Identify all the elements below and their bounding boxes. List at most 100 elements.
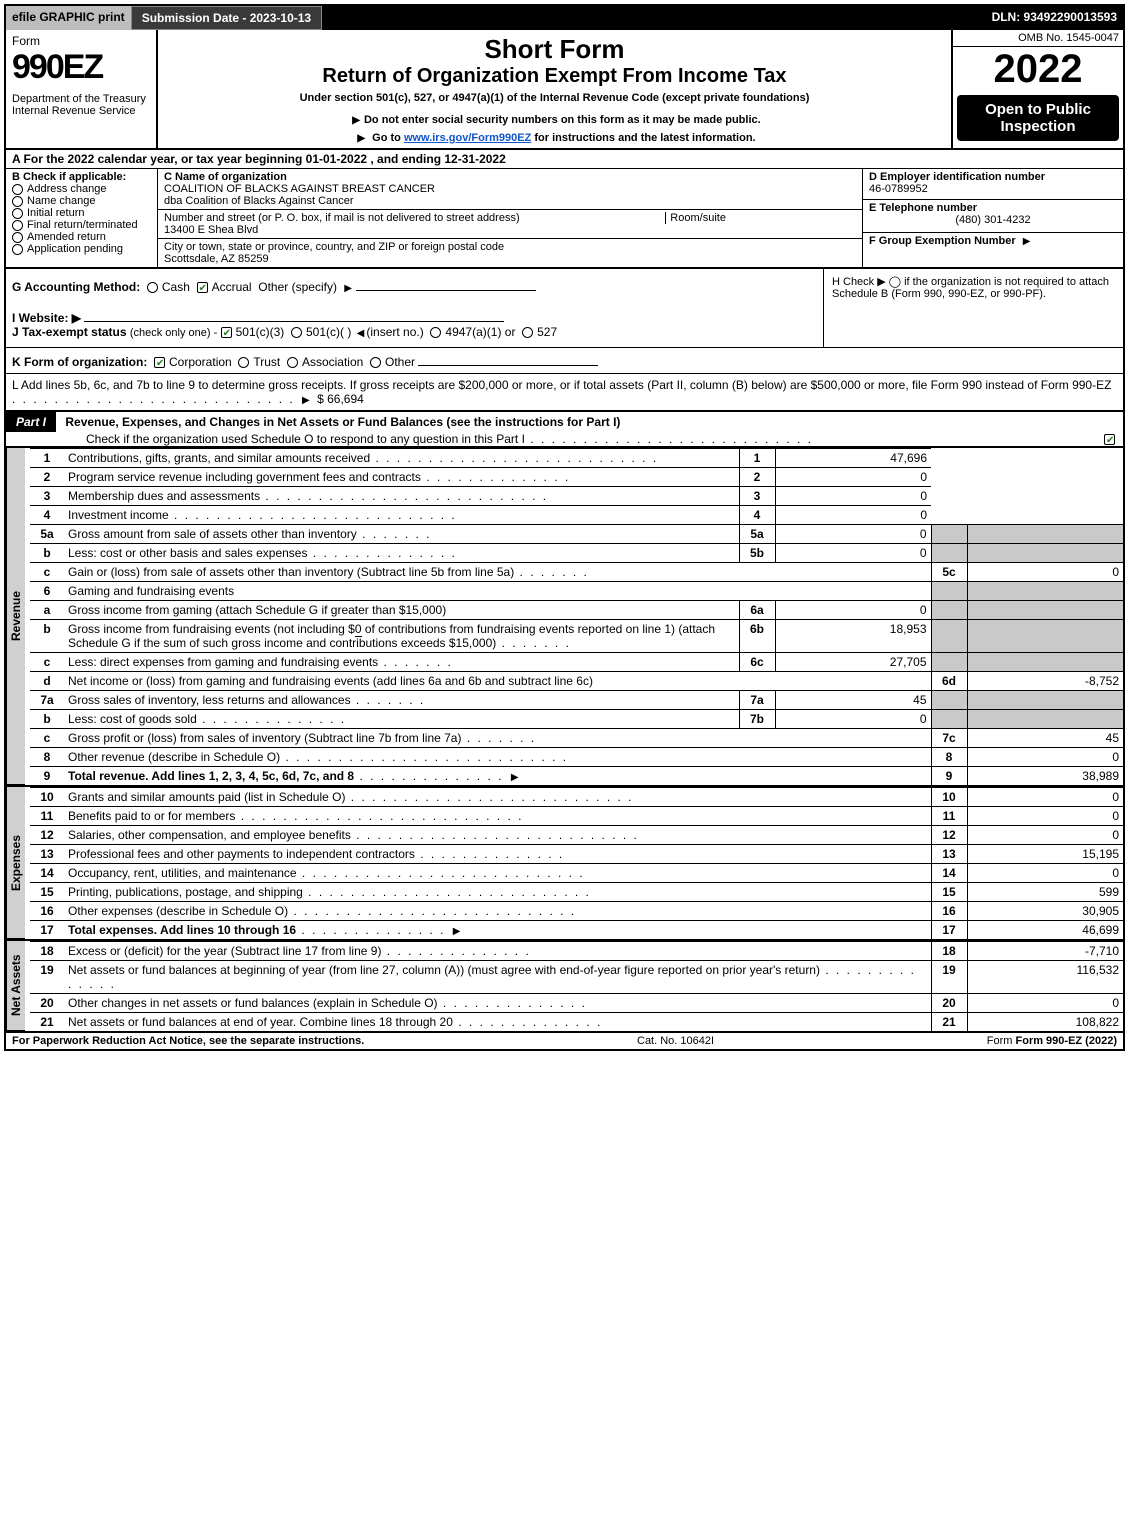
org-street: 13400 E Shea Blvd — [164, 224, 258, 236]
other-input[interactable] — [356, 277, 536, 291]
opt-4947: 4947(a)(1) or — [445, 325, 515, 339]
line-text: Net assets or fund balances at end of ye… — [68, 1015, 453, 1029]
opt-accrual: Accrual — [212, 280, 252, 294]
part-1-check-text: Check if the organization used Schedule … — [6, 432, 525, 446]
line-value: 45 — [967, 729, 1123, 748]
line-value: 0 — [775, 525, 931, 544]
checkbox-501c3[interactable] — [221, 327, 232, 338]
part-1-desc: Revenue, Expenses, and Changes in Net As… — [65, 415, 620, 429]
line-value: 30,905 — [967, 902, 1123, 921]
checkbox-4947[interactable] — [430, 327, 441, 338]
opt-527: 527 — [537, 325, 557, 339]
checkbox-527[interactable] — [522, 327, 533, 338]
tax-year: 2022 — [953, 47, 1123, 91]
j-insert: (insert no.) — [366, 325, 423, 339]
line-value: -8,752 — [967, 672, 1123, 691]
other-org-input[interactable] — [418, 352, 598, 366]
dots-icon — [370, 451, 658, 465]
table-row: dNet income or (loss) from gaming and fu… — [30, 672, 1123, 691]
checkbox-accrual[interactable] — [197, 282, 208, 293]
line-text: Other changes in net assets or fund bala… — [68, 996, 438, 1010]
arrow-icon — [449, 923, 465, 937]
line-value: 0 — [967, 748, 1123, 767]
checkbox-address-change[interactable] — [12, 184, 23, 195]
netassets-tab: Net Assets — [6, 941, 25, 1031]
dots-icon — [297, 866, 585, 880]
checkbox-trust[interactable] — [238, 357, 249, 368]
street-lbl: Number and street (or P. O. box, if mail… — [164, 212, 520, 224]
dots-icon — [453, 1015, 602, 1029]
line-text: Gross income from fundraising events (no… — [68, 622, 355, 636]
checkbox-amended[interactable] — [12, 232, 23, 243]
checkbox-app-pending[interactable] — [12, 244, 23, 255]
dots-icon — [378, 655, 453, 669]
dots-icon — [461, 731, 536, 745]
line-value: 0 — [775, 506, 931, 525]
checkbox-other-org[interactable] — [370, 357, 381, 368]
checkbox-assoc[interactable] — [287, 357, 298, 368]
table-row: 2Program service revenue including gover… — [30, 468, 1123, 487]
line-text: Total revenue. Add lines 1, 2, 3, 4, 5c,… — [68, 769, 354, 783]
checkbox-corp[interactable] — [154, 357, 165, 368]
tel-lbl: E Telephone number — [869, 202, 977, 214]
footer: For Paperwork Reduction Act Notice, see … — [6, 1031, 1123, 1049]
goto-suffix: for instructions and the latest informat… — [531, 132, 755, 144]
irs-link[interactable]: www.irs.gov/Form990EZ — [404, 132, 531, 144]
website-input[interactable] — [84, 308, 504, 322]
open-public-badge: Open to Public Inspection — [957, 95, 1119, 141]
checkbox-cash[interactable] — [147, 282, 158, 293]
dots-icon — [303, 885, 591, 899]
line-text: Less: cost of goods sold — [68, 712, 197, 726]
l-text: L Add lines 5b, 6c, and 7b to line 9 to … — [12, 378, 1111, 392]
table-row: 15Printing, publications, postage, and s… — [30, 883, 1123, 902]
line-text: Occupancy, rent, utilities, and maintena… — [68, 866, 297, 880]
line-value: 47,696 — [775, 449, 931, 468]
table-row: 8Other revenue (describe in Schedule O)8… — [30, 748, 1123, 767]
line-value: 0 — [967, 826, 1123, 845]
under-section: Under section 501(c), 527, or 4947(a)(1)… — [164, 92, 945, 104]
netassets-table: 18Excess or (deficit) for the year (Subt… — [30, 941, 1123, 1031]
efile-label: efile GRAPHIC print — [6, 6, 131, 30]
dots-icon — [421, 470, 570, 484]
opt-cash: Cash — [162, 280, 190, 294]
table-row: 19Net assets or fund balances at beginni… — [30, 961, 1123, 994]
footer-center: Cat. No. 10642I — [637, 1035, 714, 1047]
city-lbl: City or town, state or province, country… — [164, 241, 504, 253]
line-text: Gaming and fundraising events — [64, 582, 931, 601]
table-row: 17Total expenses. Add lines 10 through 1… — [30, 921, 1123, 940]
table-row: bLess: cost or other basis and sales exp… — [30, 544, 1123, 563]
line-value: 108,822 — [967, 1013, 1123, 1032]
dots-icon — [260, 489, 548, 503]
opt-501c: 501(c)( ) — [306, 325, 351, 339]
table-row: 5aGross amount from sale of assets other… — [30, 525, 1123, 544]
opt-app-pending: Application pending — [27, 243, 123, 255]
table-row: 14Occupancy, rent, utilities, and mainte… — [30, 864, 1123, 883]
expenses-table: 10Grants and similar amounts paid (list … — [30, 787, 1123, 939]
checkbox-final-return[interactable] — [12, 220, 23, 231]
checkbox-initial-return[interactable] — [12, 208, 23, 219]
ein-lbl: D Employer identification number — [869, 171, 1045, 183]
table-row: 16Other expenses (describe in Schedule O… — [30, 902, 1123, 921]
dots-icon — [496, 636, 571, 650]
dots-icon — [514, 565, 589, 579]
line-text: Benefits paid to or for members — [68, 809, 235, 823]
table-row: 4Investment income40 — [30, 506, 1123, 525]
line-value: 46,699 — [967, 921, 1123, 940]
arrow-icon — [348, 114, 364, 126]
dots-icon — [12, 392, 295, 406]
arrow-icon — [298, 392, 314, 406]
goto-prefix: Go to — [372, 132, 404, 144]
opt-corp: Corporation — [169, 355, 232, 369]
checkbox-501c[interactable] — [291, 327, 302, 338]
checkbox-name-change[interactable] — [12, 196, 23, 207]
submission-date: Submission Date - 2023-10-13 — [131, 6, 322, 30]
short-form-title: Short Form — [164, 34, 945, 65]
line-value: 0 — [775, 601, 931, 620]
checkbox-schedule-o[interactable] — [1104, 434, 1115, 445]
form-header: Form 990EZ Department of the Treasury In… — [6, 30, 1123, 150]
opt-other: Other (specify) — [258, 280, 337, 294]
table-row: 7aGross sales of inventory, less returns… — [30, 691, 1123, 710]
part-1-header: Part I Revenue, Expenses, and Changes in… — [6, 411, 1123, 448]
table-row: 10Grants and similar amounts paid (list … — [30, 788, 1123, 807]
dots-icon — [415, 847, 564, 861]
